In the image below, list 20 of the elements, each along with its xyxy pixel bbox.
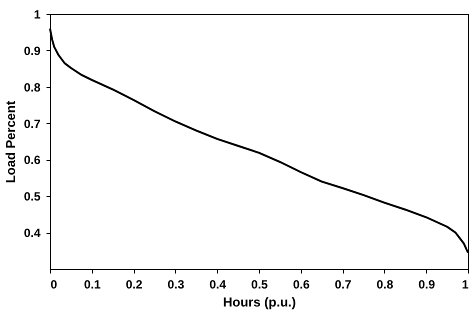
y-tick-label: 0.9 <box>24 44 41 58</box>
x-tick-label: 0.6 <box>292 278 310 292</box>
x-tick-label: 0.8 <box>376 278 394 292</box>
y-axis-title: Load Percent <box>2 100 18 184</box>
x-tick-label: 0.2 <box>126 278 143 292</box>
x-tick-label: 0.1 <box>84 278 101 292</box>
y-tick-label: 0.8 <box>24 80 41 94</box>
y-tick-label: 0.7 <box>24 116 41 131</box>
x-axis-title: Hours (p.u.) <box>223 294 296 310</box>
x-tick-label: 1 <box>462 278 469 292</box>
y-tick-label: 1 <box>34 8 41 22</box>
x-tick-label: 0.3 <box>168 278 185 292</box>
x-tick-label: 0 <box>50 278 58 292</box>
y-tick-label: 0.4 <box>24 226 41 240</box>
x-tick-label: 0.5 <box>251 278 268 292</box>
y-tick-label: 0.5 <box>24 190 41 204</box>
x-tick-label: 0.9 <box>418 278 436 292</box>
y-tick-label: 0.6 <box>24 153 41 168</box>
x-tick-label: 0.4 <box>209 278 226 292</box>
x-tick-label: 0.7 <box>334 278 352 292</box>
